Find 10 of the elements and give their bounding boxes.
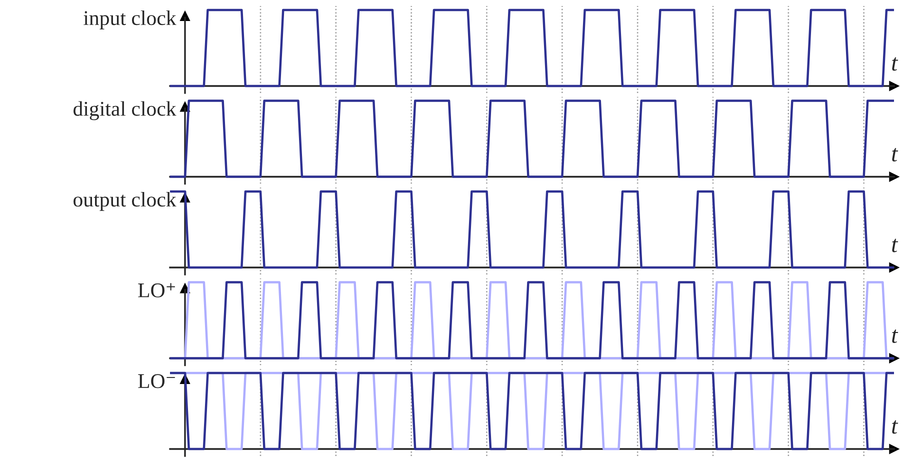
x-axis-title: t xyxy=(892,420,898,434)
x-axis-title: t xyxy=(892,330,898,344)
y-axis-title: input clock xyxy=(84,10,176,30)
y-axis-title: digital clock xyxy=(74,101,176,120)
y-axis-title: LO⁻ xyxy=(138,374,175,388)
y-axis-title: output clock xyxy=(74,192,176,211)
x-axis-title: t xyxy=(892,57,898,71)
x-axis-title: t xyxy=(892,148,898,162)
y-axis-title: LO⁺ xyxy=(138,283,175,298)
x-axis-title: t xyxy=(892,238,898,252)
